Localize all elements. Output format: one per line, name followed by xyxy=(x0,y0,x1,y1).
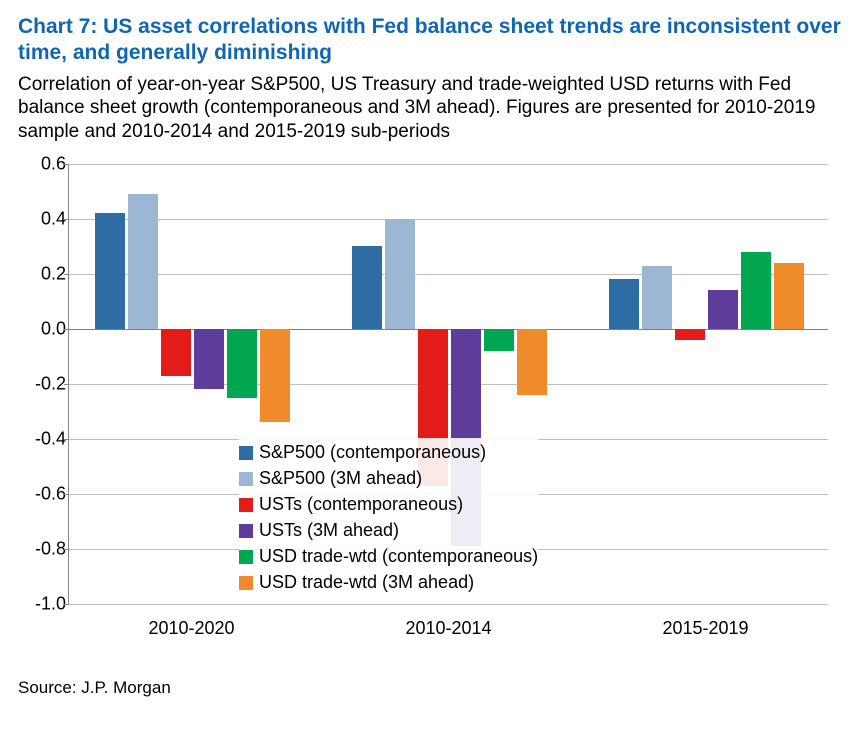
y-tick-mark xyxy=(64,549,69,550)
y-tick-mark xyxy=(64,604,69,605)
bar xyxy=(774,263,804,329)
y-tick-mark xyxy=(64,494,69,495)
y-tick-label: 0.2 xyxy=(18,263,66,284)
bar xyxy=(227,329,257,398)
y-tick-mark xyxy=(64,164,69,165)
legend-swatch xyxy=(239,576,253,590)
legend-swatch xyxy=(239,550,253,564)
bar xyxy=(642,266,672,329)
y-tick-label: -0.6 xyxy=(18,483,66,504)
legend-swatch xyxy=(239,472,253,486)
legend-item: USTs (3M ahead) xyxy=(239,518,538,544)
y-tick-label: -0.4 xyxy=(18,428,66,449)
gridline xyxy=(69,164,828,165)
plot-area: S&P500 (contemporaneous) S&P500 (3M ahead… xyxy=(68,164,828,604)
legend-label: S&P500 (3M ahead) xyxy=(259,468,422,489)
y-tick-label: -0.8 xyxy=(18,538,66,559)
legend-swatch xyxy=(239,498,253,512)
y-tick-mark xyxy=(64,384,69,385)
y-tick-label: -0.2 xyxy=(18,373,66,394)
legend-item: USTs (contemporaneous) xyxy=(239,492,538,518)
legend-item: S&P500 (contemporaneous) xyxy=(239,440,538,466)
legend: S&P500 (contemporaneous) S&P500 (3M ahead… xyxy=(239,438,538,598)
legend-swatch xyxy=(239,446,253,460)
x-axis-label: 2010-2020 xyxy=(148,618,234,639)
legend-label: USD trade-wtd (3M ahead) xyxy=(259,572,474,593)
gridline xyxy=(69,604,828,605)
bar xyxy=(708,290,738,329)
bar xyxy=(161,329,191,376)
bar xyxy=(484,329,514,351)
legend-item: USD trade-wtd (contemporaneous) xyxy=(239,544,538,570)
chart-title: Chart 7: US asset correlations with Fed … xyxy=(18,14,842,67)
y-tick-label: 0.6 xyxy=(18,153,66,174)
chart-container: 0.6 0.4 0.2 0.0 -0.2 -0.4 -0.6 -0.8 -1.0 S&P500 … xyxy=(18,154,838,664)
y-tick-mark xyxy=(64,439,69,440)
legend-item: USD trade-wtd (3M ahead) xyxy=(239,570,538,596)
legend-label: USTs (3M ahead) xyxy=(259,520,399,541)
bar xyxy=(352,246,382,329)
x-axis-label: 2010-2014 xyxy=(405,618,491,639)
bar xyxy=(95,213,125,329)
x-axis-label: 2015-2019 xyxy=(662,618,748,639)
gridline xyxy=(69,274,828,275)
bar xyxy=(385,219,415,329)
bar xyxy=(609,279,639,329)
y-tick-mark xyxy=(64,219,69,220)
legend-item: S&P500 (3M ahead) xyxy=(239,466,538,492)
y-tick-label: -1.0 xyxy=(18,593,66,614)
bar xyxy=(675,329,705,340)
chart-subtitle: Correlation of year-on-year S&P500, US T… xyxy=(18,73,842,144)
y-tick-label: 0.0 xyxy=(18,318,66,339)
gridline xyxy=(69,219,828,220)
gridline xyxy=(69,384,828,385)
y-tick-mark xyxy=(64,274,69,275)
bar xyxy=(741,252,771,329)
bar xyxy=(260,329,290,423)
legend-swatch xyxy=(239,524,253,538)
bar xyxy=(194,329,224,390)
bar xyxy=(517,329,547,395)
chart-source: Source: J.P. Morgan xyxy=(18,678,842,698)
y-tick-label: 0.4 xyxy=(18,208,66,229)
bar xyxy=(128,194,158,329)
legend-label: USD trade-wtd (contemporaneous) xyxy=(259,546,538,567)
legend-label: USTs (contemporaneous) xyxy=(259,494,463,515)
legend-label: S&P500 (contemporaneous) xyxy=(259,442,486,463)
